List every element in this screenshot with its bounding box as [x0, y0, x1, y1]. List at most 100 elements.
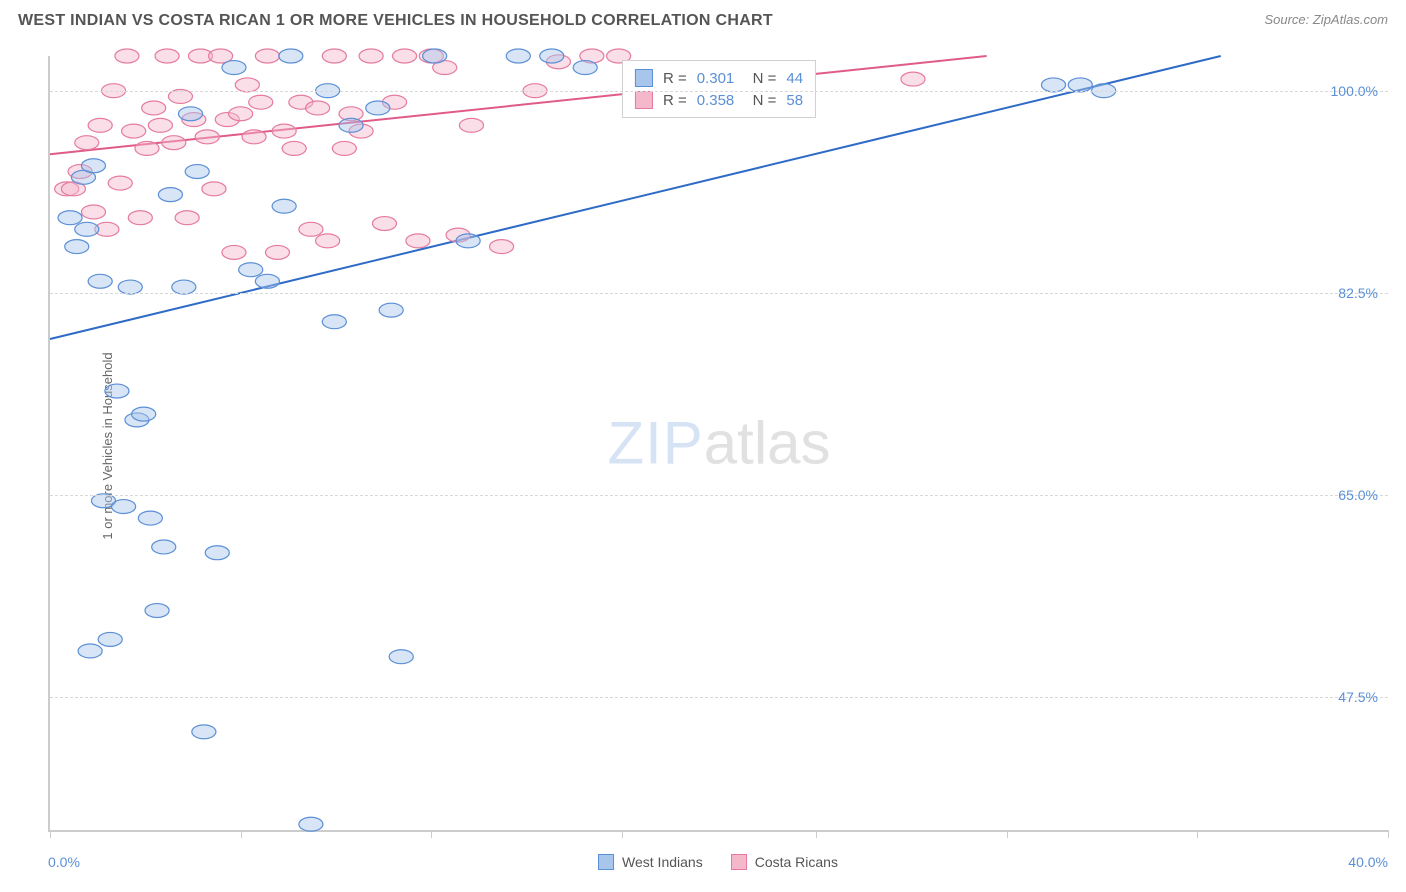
scatter-svg [50, 56, 1388, 830]
costa_ricans-trend-line [50, 56, 987, 154]
costa_ricans-point [359, 49, 383, 63]
costa_ricans-point [332, 141, 356, 155]
west_indians-point [58, 211, 82, 225]
stats-row-west_indians: R = 0.301 N = 44 [635, 67, 803, 89]
west_indians-point [379, 303, 403, 317]
costa_ricans-point [255, 49, 279, 63]
costa_ricans-point [406, 234, 430, 248]
y-tick-label: 47.5% [1338, 689, 1378, 705]
costa_ricans-point [108, 176, 132, 190]
costa_ricans-point [115, 49, 139, 63]
costa_ricans-point [155, 49, 179, 63]
west_indians-point [105, 384, 129, 398]
west_indians-point [112, 500, 136, 514]
west_indians-point [222, 61, 246, 75]
west_indians-point [152, 540, 176, 554]
gridline [50, 91, 1388, 92]
stat-n-label: N = [744, 92, 776, 109]
x-tick [622, 830, 623, 838]
costa_ricans-point [135, 141, 159, 155]
costa_ricans-point [249, 95, 273, 109]
costa_ricans-point [88, 118, 112, 132]
x-axis-labels: 0.0% West IndiansCosta Ricans 40.0% [48, 854, 1388, 874]
stat-r-value: 0.358 [697, 92, 735, 109]
x-tick [1388, 830, 1389, 838]
legend-item-west_indians: West Indians [598, 854, 703, 870]
costa_ricans-point [142, 101, 166, 115]
costa_ricans-point [229, 107, 253, 121]
west_indians-point [506, 49, 530, 63]
costa_ricans-point [299, 222, 323, 236]
chart-plot-area: ZIPatlas R =0.301 N =44R =0.358 N =58 10… [48, 56, 1388, 832]
source-attribution: Source: ZipAtlas.com [1264, 12, 1388, 27]
costa_ricans-point [162, 136, 186, 150]
costa_ricans-point [265, 245, 289, 259]
west_indians-point [423, 49, 447, 63]
west_indians-point [322, 315, 346, 329]
west_indians-point [239, 263, 263, 277]
west_indians-point [81, 159, 105, 173]
costa_ricans-point [316, 234, 340, 248]
costa_ricans-point [901, 72, 925, 86]
y-tick-label: 82.5% [1338, 285, 1378, 301]
west_indians-point [98, 632, 122, 646]
costa_ricans-point [122, 124, 146, 138]
west_indians-point [366, 101, 390, 115]
west_indians-point [540, 49, 564, 63]
west_indians-point [65, 240, 89, 254]
stat-n-label: N = [744, 70, 776, 87]
gridline [50, 697, 1388, 698]
chart-title: WEST INDIAN VS COSTA RICAN 1 OR MORE VEH… [18, 12, 773, 30]
west_indians-point [299, 817, 323, 831]
costa_ricans-point [490, 240, 514, 254]
west_indians-swatch-icon [635, 69, 653, 87]
west_indians-legend-swatch-icon [598, 854, 614, 870]
west_indians-point [573, 61, 597, 75]
stat-r-label: R = [663, 70, 687, 87]
west_indians-point [389, 650, 413, 664]
stat-r-value: 0.301 [697, 70, 735, 87]
west_indians-point [138, 511, 162, 525]
west_indians-point [178, 107, 202, 121]
costa_ricans-point [393, 49, 417, 63]
costa_ricans-point [81, 205, 105, 219]
x-tick [1197, 830, 1198, 838]
costa_ricans-point [148, 118, 172, 132]
costa_ricans-point [322, 49, 346, 63]
costa_ricans-point [128, 211, 152, 225]
west_indians-point [75, 222, 99, 236]
x-tick [1007, 830, 1008, 838]
stat-n-value: 44 [786, 70, 803, 87]
costa_ricans-point [195, 130, 219, 144]
series-legend: West Indians Costa Ricans [598, 854, 838, 870]
costa_ricans-legend-swatch-icon [731, 854, 747, 870]
costa_ricans-point [75, 136, 99, 150]
correlation-stats-box: R = 0.301 N = 44 R = 0.358 N = 58 [622, 60, 816, 118]
stats-row-costa_ricans: R = 0.358 N = 58 [635, 89, 803, 111]
legend-item-costa_ricans: Costa Ricans [731, 854, 838, 870]
west_indians-point [185, 165, 209, 179]
costa_ricans-point [459, 118, 483, 132]
x-tick [50, 830, 51, 838]
costa_ricans-point [222, 245, 246, 259]
west_indians-point [78, 644, 102, 658]
x-tick [816, 830, 817, 838]
costa_ricans-swatch-icon [635, 91, 653, 109]
west_indians-point [145, 604, 169, 618]
gridline [50, 495, 1388, 496]
costa_ricans-point [175, 211, 199, 225]
stat-r-label: R = [663, 92, 687, 109]
legend-label: West Indians [622, 854, 703, 870]
costa_ricans-point [272, 124, 296, 138]
west_indians-point [88, 274, 112, 288]
x-axis-min-label: 0.0% [48, 854, 80, 870]
west_indians-point [132, 407, 156, 421]
costa_ricans-point [282, 141, 306, 155]
gridline [50, 293, 1388, 294]
y-tick-label: 65.0% [1338, 487, 1378, 503]
y-tick-label: 100.0% [1331, 83, 1378, 99]
west_indians-point [339, 118, 363, 132]
west_indians-point [158, 188, 182, 202]
stat-n-value: 58 [786, 92, 803, 109]
west_indians-point [205, 546, 229, 560]
